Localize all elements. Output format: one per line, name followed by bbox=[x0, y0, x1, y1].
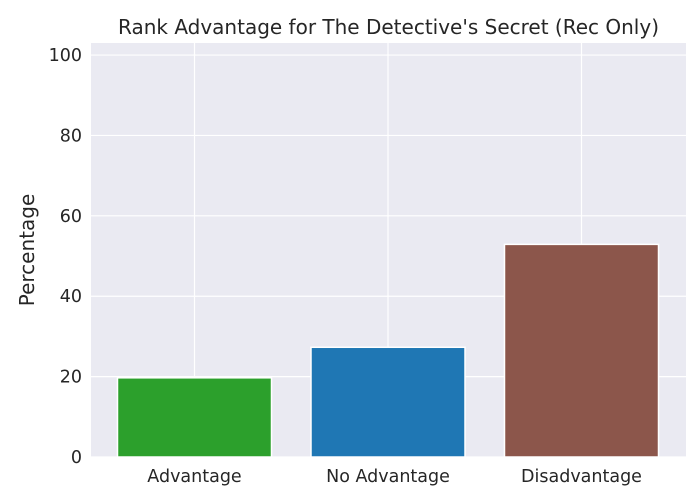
x-tick-label: No Advantage bbox=[326, 467, 450, 487]
chart-title: Rank Advantage for The Detective's Secre… bbox=[118, 15, 659, 39]
x-tick-label: Disadvantage bbox=[521, 467, 642, 487]
y-tick-label: 0 bbox=[71, 448, 82, 468]
x-tick-label: Advantage bbox=[147, 467, 241, 487]
bar-no-advantage bbox=[310, 346, 466, 458]
bar-disadvantage bbox=[503, 243, 660, 458]
y-tick-labels: 0 20 40 60 80 100 bbox=[49, 46, 82, 468]
y-tick-label: 40 bbox=[60, 287, 82, 307]
x-tick-labels: Advantage No Advantage Disadvantage bbox=[147, 467, 642, 487]
y-tick-label: 20 bbox=[60, 368, 82, 388]
bars bbox=[116, 243, 660, 458]
y-tick-label: 60 bbox=[60, 207, 82, 227]
bar-advantage bbox=[116, 377, 273, 458]
y-tick-label: 100 bbox=[49, 46, 82, 66]
y-tick-label: 80 bbox=[60, 126, 82, 146]
y-axis-label: Percentage bbox=[15, 194, 39, 307]
